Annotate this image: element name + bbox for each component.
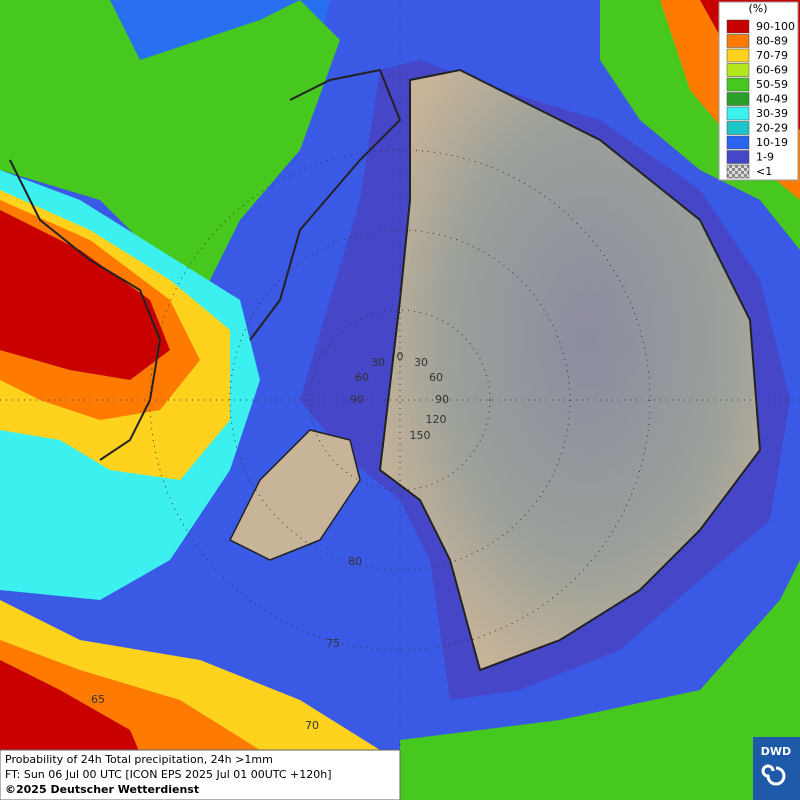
precip-area bbox=[0, 210, 170, 380]
graticule bbox=[149, 149, 651, 651]
graticule-label: 30 bbox=[414, 356, 428, 369]
legend-label: 40-49 bbox=[756, 93, 788, 106]
footer-line: Probability of 24h Total precipitation, … bbox=[5, 753, 273, 766]
legend-swatch bbox=[726, 34, 750, 48]
legend-label: 30-39 bbox=[756, 107, 788, 120]
coastline bbox=[249, 68, 402, 341]
graticule-label: 75 bbox=[326, 637, 340, 650]
legend-label: 70-79 bbox=[756, 49, 788, 62]
precip-area bbox=[400, 560, 800, 800]
legend-label: 1-9 bbox=[756, 151, 774, 164]
graticule-label: 120 bbox=[426, 413, 447, 426]
legend-swatch bbox=[726, 48, 750, 63]
legend-label: 10-19 bbox=[756, 136, 788, 149]
graticule-label: 30 bbox=[371, 356, 385, 369]
logo-icon bbox=[761, 764, 786, 786]
graticule-label: 70 bbox=[305, 719, 319, 732]
antarctica bbox=[378, 68, 762, 672]
legend-label: 60-69 bbox=[756, 64, 788, 77]
ice-shelf bbox=[228, 429, 361, 561]
legend-label: <1 bbox=[756, 165, 772, 178]
graticule-label: 90 bbox=[350, 393, 364, 406]
graticule-label: 60 bbox=[429, 371, 443, 384]
legend-swatch bbox=[726, 77, 750, 92]
footer-line: FT: Sun 06 Jul 00 UTC [ICON EPS 2025 Jul… bbox=[5, 768, 332, 781]
legend-swatch bbox=[726, 135, 750, 150]
logo-text: DWD bbox=[761, 745, 791, 758]
precip-area bbox=[0, 0, 340, 300]
legend-swatch bbox=[726, 150, 750, 164]
legend-swatch bbox=[726, 63, 750, 77]
graticule-label: 65 bbox=[91, 693, 105, 706]
legend-swatch bbox=[726, 164, 750, 179]
graticule-label: 0 bbox=[397, 350, 404, 363]
legend-swatch bbox=[726, 92, 750, 106]
legend-label: 20-29 bbox=[756, 122, 788, 135]
legend-swatch bbox=[726, 106, 750, 121]
legend-swatch bbox=[726, 19, 750, 34]
legend-swatch bbox=[726, 121, 750, 135]
graticule-label: 90 bbox=[435, 393, 449, 406]
legend-title: (%) bbox=[748, 2, 767, 15]
graticule-label: 60 bbox=[355, 371, 369, 384]
footer-box bbox=[0, 749, 401, 801]
coastline bbox=[9, 159, 162, 461]
legend-label: 80-89 bbox=[756, 35, 788, 48]
footer-line: ©2025 Deutscher Wetterdienst bbox=[5, 783, 199, 796]
legend-label: 50-59 bbox=[756, 78, 788, 91]
legend-label: 90-100 bbox=[756, 20, 795, 33]
graticule bbox=[309, 309, 491, 491]
graticule-label: 150 bbox=[410, 429, 431, 442]
graticule-label: 80 bbox=[348, 555, 362, 568]
